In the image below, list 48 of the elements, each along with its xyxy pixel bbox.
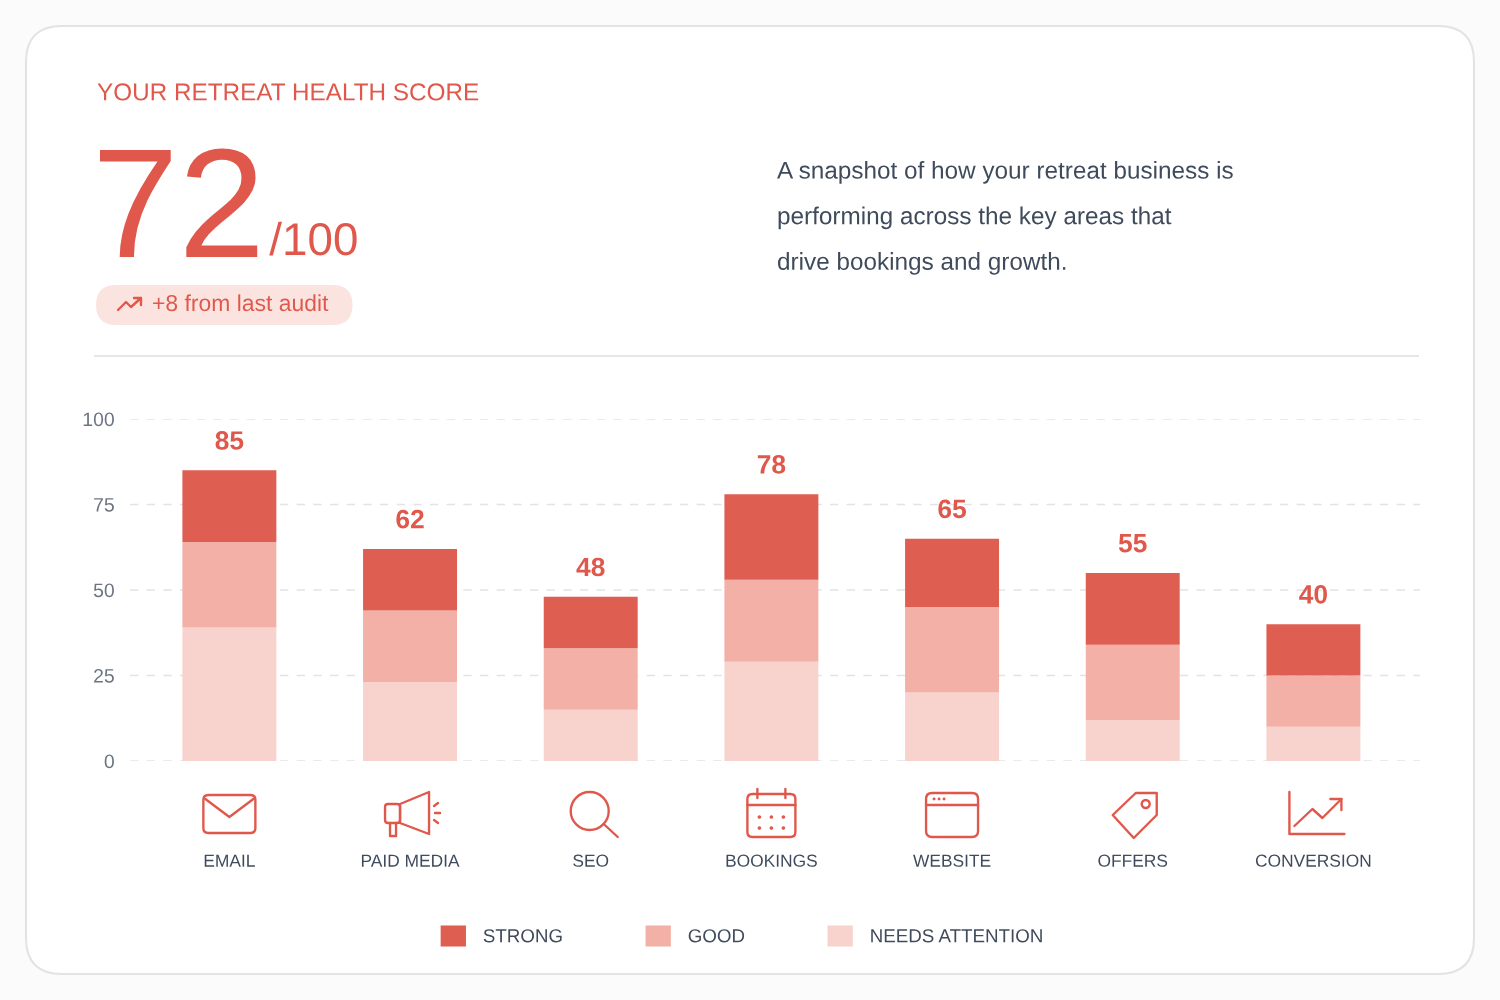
bar bbox=[182, 627, 277, 761]
text: A snapshot of how your retreat business is performing across the key areas that drive bookings and growth. bbox=[777, 161, 1233, 275]
bar bbox=[1266, 726, 1361, 761]
bar bbox=[182, 470, 277, 543]
legend-label: NEEDS ATTENTION bbox=[871, 929, 1042, 943]
bar bbox=[543, 596, 638, 649]
bar bbox=[1266, 624, 1361, 676]
x-tick-label: WEBSITE bbox=[913, 854, 991, 867]
x-tick-label: SEO bbox=[573, 854, 609, 867]
total-label: 62 bbox=[396, 509, 424, 529]
y-tick-label: 50 bbox=[93, 583, 114, 598]
bar bbox=[363, 682, 458, 761]
bar bbox=[363, 548, 458, 611]
bar bbox=[905, 692, 1000, 761]
bar bbox=[1085, 644, 1180, 720]
x-tick-label: OFFERS bbox=[1098, 854, 1168, 867]
x-tick-label: PAID MEDIA bbox=[361, 854, 460, 867]
text: +8 from last audit bbox=[153, 294, 329, 312]
x-tick-label: BOOKINGS bbox=[726, 854, 817, 867]
legend-label: STRONG bbox=[483, 929, 562, 943]
y-tick-label: 25 bbox=[94, 668, 114, 683]
bar bbox=[1085, 719, 1180, 761]
x-tick-label: EMAIL bbox=[204, 854, 255, 867]
bar bbox=[363, 610, 458, 683]
total-label: 48 bbox=[576, 557, 605, 577]
bar bbox=[905, 538, 1000, 608]
text: /100 bbox=[269, 221, 357, 256]
total-label: 65 bbox=[938, 499, 966, 519]
y-tick-label: 0 bbox=[104, 754, 114, 769]
total-label: 78 bbox=[757, 455, 786, 474]
bar bbox=[543, 648, 638, 710]
bar bbox=[724, 579, 819, 662]
bar bbox=[724, 494, 819, 580]
bar bbox=[1085, 572, 1180, 645]
bar bbox=[905, 607, 1000, 693]
legend-label: GOOD bbox=[688, 929, 745, 943]
total-label: 85 bbox=[215, 431, 244, 450]
bar bbox=[1266, 675, 1361, 727]
bar bbox=[543, 709, 638, 761]
total-label: 55 bbox=[1118, 533, 1147, 553]
chart-title: YOUR RETREAT HEALTH SCORE bbox=[97, 83, 479, 101]
total-label: 40 bbox=[1299, 585, 1327, 604]
y-tick-label: 75 bbox=[94, 498, 114, 512]
y-tick-label: 100 bbox=[83, 412, 114, 427]
x-tick-label: CONVERSION bbox=[1255, 854, 1371, 867]
bar bbox=[182, 542, 277, 628]
bar bbox=[724, 661, 819, 761]
text: 72 bbox=[99, 148, 258, 257]
